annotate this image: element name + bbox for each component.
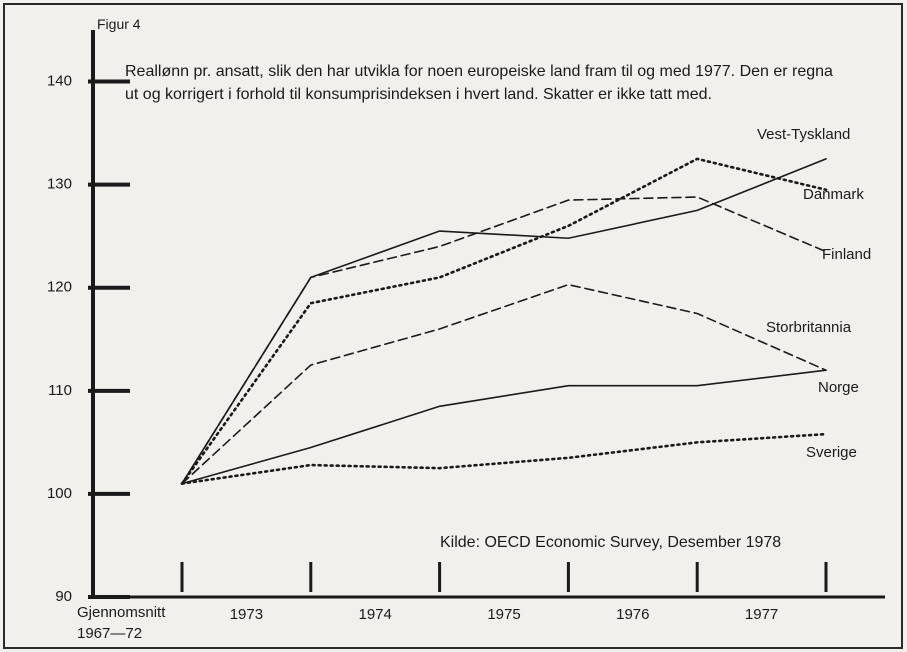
subtitle: Reallønn pr. ansatt, slik den har utvikl… [125,63,833,103]
series-label: Danmark [803,186,864,203]
y-tick-label: 140 [47,73,72,90]
series-line [180,157,828,485]
x-tick-label: 1975 [487,606,521,623]
series-label: Sverige [806,444,857,461]
x-tick-label: Gjennomsnitt 1967—72 [77,604,166,642]
y-tick-label: 110 [48,382,72,399]
series-line [180,432,828,485]
frame [3,3,903,649]
chart-title: Figur 4 [97,16,141,32]
x-tick-label: 1973 [229,606,264,623]
series-label: Norge [818,379,859,396]
series-label: Vest-Tyskland [757,126,851,143]
series-line [181,283,827,485]
y-tick-label: 100 [47,485,72,502]
y-tick-label: 90 [55,588,72,605]
series-line [181,369,827,485]
y-tick-label: 120 [47,279,72,296]
x-tick-label: 1974 [358,606,392,623]
series-line [181,158,827,485]
series-line [181,196,827,485]
y-tick-label: 130 [47,176,72,193]
series-label: Finland [822,246,872,263]
x-tick-label: 1976 [616,606,650,623]
source: Kilde: OECD Economic Survey, Desember 19… [440,534,782,551]
x-tick-label: 1977 [744,606,779,623]
series-label: Storbritannia [766,319,852,336]
